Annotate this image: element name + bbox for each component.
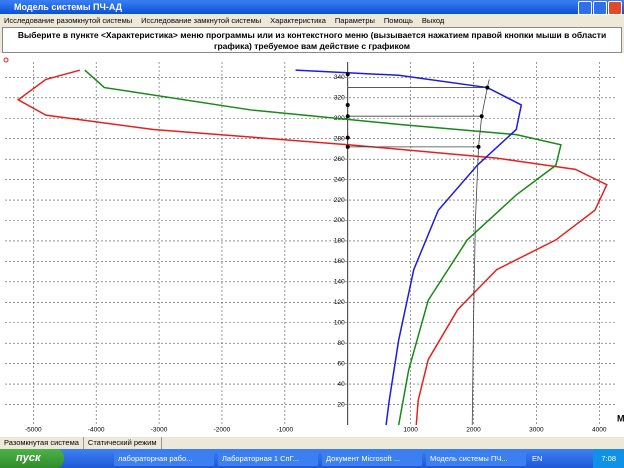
point [485, 85, 490, 90]
y-tick-label: 20 [337, 401, 345, 408]
menu-bar: Исследование разомкнутой системы Исследов… [0, 14, 624, 27]
y-tick-label: 240 [334, 176, 345, 183]
x-tick-label: -3000 [151, 427, 168, 434]
chart: 20 40 60 80 100 120 140 160 180 200 220 240 260 280 30… [0, 53, 624, 437]
menu-item[interactable]: Параметры [334, 16, 375, 25]
task-button[interactable]: Документ Microsoft ... [322, 451, 422, 466]
x-tick-label: -2000 [214, 427, 231, 434]
point [345, 114, 350, 119]
window-buttons [578, 1, 622, 15]
x-tick-label: -4000 [88, 427, 105, 434]
status-bar: Разомкнутая система Статический режим [0, 437, 624, 449]
minimize-button[interactable] [578, 1, 592, 15]
point [345, 144, 350, 149]
series-line [16, 69, 608, 426]
series-line [84, 69, 562, 426]
point [476, 144, 481, 149]
tray: 7:08 [593, 449, 624, 468]
status-field: Разомкнутая система [0, 437, 84, 449]
y-tick-label: 340 [334, 74, 345, 81]
clock: 7:08 [601, 454, 616, 463]
x-tick-label: 2000 [466, 427, 481, 434]
title-bar: Модель системы ПЧ-АД [0, 0, 624, 15]
y-tick-label: 280 [334, 135, 345, 142]
menu-item[interactable]: Помощь [383, 16, 413, 25]
menu-item[interactable]: Характеристика [270, 16, 326, 25]
x-tick-label: -1000 [277, 427, 294, 434]
y-tick-label: 220 [334, 197, 345, 204]
menu-item[interactable]: Исследование замкнутой системы [141, 16, 262, 25]
x-tick-label: 3000 [529, 427, 544, 434]
menu-item[interactable]: Выход [421, 16, 445, 25]
series-line [295, 69, 523, 426]
close-button[interactable] [608, 1, 622, 15]
menu-item[interactable]: Исследование разомкнутой системы [4, 16, 133, 25]
window-title: Модель системы ПЧ-АД [14, 2, 123, 12]
language[interactable]: EN [532, 454, 543, 463]
point [345, 72, 350, 77]
y-tick-label: 120 [334, 299, 345, 306]
task-list: лабораторная рабо... Лабораторная 1 СпГ..… [110, 451, 526, 466]
y-tick-label: 180 [334, 238, 345, 245]
y-tick-label: 40 [337, 381, 345, 388]
point [479, 114, 484, 119]
x-tick-label: -5000 [25, 427, 42, 434]
y-tick-label: 80 [337, 340, 345, 347]
maximize-button[interactable] [593, 1, 607, 15]
x-tick-label: 1000 [403, 427, 418, 434]
status-field: Статический режим [84, 437, 162, 449]
y-tick-label: 260 [334, 156, 345, 163]
y-tick-label: 100 [334, 319, 345, 326]
marker-icon [3, 57, 9, 63]
x-tick-label: 4000 [592, 427, 607, 434]
y-tick-label: 200 [334, 217, 345, 224]
y-tick-label: 140 [334, 279, 345, 286]
point [345, 135, 350, 140]
y-tick-label: 160 [334, 258, 345, 265]
instruction: Выберите в пункте <Характеристика> меню … [2, 27, 622, 53]
task-button[interactable]: лабораторная рабо... [114, 451, 214, 466]
point [345, 102, 350, 107]
y-tick-label: 60 [337, 360, 345, 367]
start-button[interactable]: пуск [0, 449, 64, 468]
y-tick-label: 320 [334, 95, 345, 102]
task-button[interactable]: Модель системы ПЧ... [426, 451, 526, 466]
x-axis-label: M [617, 413, 624, 423]
task-button[interactable]: Лабораторная 1 СпГ... [218, 451, 318, 466]
taskbar: пуск лабораторная рабо... Лабораторная 1 … [0, 449, 624, 468]
